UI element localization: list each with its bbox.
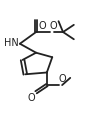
Text: O: O [50, 21, 58, 31]
Text: O: O [28, 93, 35, 103]
Text: HN: HN [4, 38, 19, 48]
Text: O: O [38, 21, 46, 31]
Text: O: O [59, 74, 67, 84]
